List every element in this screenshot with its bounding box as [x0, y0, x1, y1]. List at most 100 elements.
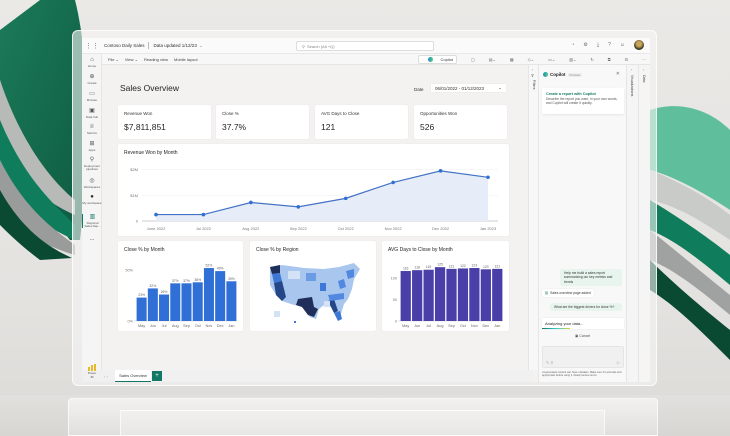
- analyzing-status: Analyzing your data...: [542, 318, 624, 329]
- svg-text:Jun: Jun: [414, 324, 420, 328]
- export-icon[interactable]: ▧⌄: [569, 57, 577, 62]
- date-range-slicer[interactable]: 06/01/2022 - 01/12/2023 ⌄: [430, 83, 507, 93]
- help-icon[interactable]: ?: [608, 42, 611, 48]
- kpi-card-opportunities[interactable]: Opportunities Won 526: [414, 105, 507, 139]
- svg-text:49%: 49%: [217, 267, 224, 271]
- close-by-month-card[interactable]: Close % by Month 0% 50% 23% May 32% Jun 26% Jul…: [118, 241, 243, 331]
- attach-icon[interactable]: ✎ ⚲: [546, 360, 554, 365]
- comment-icon[interactable]: ▢: [471, 57, 475, 62]
- chevron-left-icon: ‹: [532, 67, 534, 72]
- svg-text:Oct: Oct: [195, 324, 202, 328]
- search-input[interactable]: ⚲ Search (Alt +Q): [296, 41, 434, 51]
- svg-text:Dec 2022: Dec 2022: [432, 226, 450, 231]
- nav-workspaces[interactable]: ◎ Workspaces: [82, 178, 102, 189]
- nav-metrics[interactable]: ♕ Metrics: [82, 124, 102, 135]
- svg-text:Nov: Nov: [471, 324, 478, 328]
- download-icon[interactable]: ⤓: [596, 42, 600, 48]
- svg-text:50: 50: [393, 298, 397, 302]
- close-icon[interactable]: ✕: [615, 71, 620, 77]
- chart-title: AVG Days to Close by Month: [388, 247, 453, 253]
- nav-more[interactable]: ...: [82, 236, 102, 243]
- svg-text:Nov: Nov: [206, 324, 213, 328]
- bell-icon[interactable]: ◔: [571, 42, 575, 48]
- nav-data-hub[interactable]: ▣ Data hub: [82, 108, 102, 119]
- powerbi-icon: [86, 364, 98, 371]
- more-icon[interactable]: ···: [642, 57, 646, 62]
- svg-text:125: 125: [437, 263, 443, 267]
- nav-apps[interactable]: ⊞ Apps: [82, 141, 102, 152]
- nav-regional-sales[interactable]: ▥ Regional Sales Rep...: [82, 214, 102, 229]
- tab-scroll-arrows[interactable]: ‹ ›: [104, 373, 108, 379]
- chart-title: Revenue Won by Month: [124, 150, 178, 156]
- data-pane-collapsed[interactable]: ‹ Data: [638, 65, 650, 382]
- powerbi-logo[interactable]: Power BI: [86, 364, 98, 379]
- avg-days-card[interactable]: AVG Days to Close by Month 0 50 100 116 May 1…: [382, 241, 509, 331]
- ribbon-file[interactable]: File ⌄: [108, 56, 119, 62]
- kpi-card-close[interactable]: Close % 37.7%: [216, 105, 309, 139]
- nav-my-workspace[interactable]: ● My workspace: [82, 194, 102, 205]
- chart-title: Close % by Region: [256, 247, 299, 253]
- svg-text:Aug: Aug: [172, 324, 179, 328]
- filters-pane-collapsed[interactable]: ‹ ⊽ Filters: [528, 65, 538, 370]
- nav-label: My workspace: [82, 200, 102, 205]
- table-icon[interactable]: ▦: [509, 57, 514, 62]
- close-bar-chart[interactable]: 0% 50% 23% May 32% Jun 26% Jul 37% Aug 37% Sep 38% Oc…: [118, 253, 243, 331]
- nav-deployment[interactable]: ⚲ Deployment pipelines: [82, 157, 102, 171]
- cancel-button[interactable]: ▣ Cancel: [575, 334, 590, 338]
- nav-label: Deployment pipelines: [83, 163, 100, 171]
- us-region-map[interactable]: [264, 259, 364, 325]
- duplicate-icon[interactable]: ⧉: [607, 57, 611, 62]
- tab-sales-overview[interactable]: Sales Overview: [115, 370, 151, 382]
- kpi-value: 121: [321, 122, 336, 132]
- data-updated[interactable]: Data updated 1/12/23: [153, 43, 197, 48]
- ribbon-view[interactable]: View ⌄: [124, 56, 138, 62]
- chat-icon[interactable]: ▭⌄: [548, 57, 556, 62]
- svg-text:Oct: Oct: [460, 324, 467, 328]
- ribbon-mobile-layout[interactable]: Mobile layout: [174, 56, 198, 62]
- revenue-area-chart[interactable]: 0 $1M $2M June 2022 Jul 2022 Aug 2022 Sep 2022…: [118, 159, 509, 236]
- close-by-region-card[interactable]: Close % by Region: [250, 241, 376, 331]
- ribbon-reading-view[interactable]: Reading view: [143, 56, 168, 62]
- chevron-down-icon[interactable]: ⌄: [198, 42, 203, 48]
- gear-icon[interactable]: ⚙: [583, 42, 588, 48]
- avatar[interactable]: [634, 40, 644, 50]
- folder-icon: ▭: [89, 91, 95, 97]
- send-icon[interactable]: ▷: [616, 360, 620, 365]
- screen: ⋮⋮ Contoso Daily Sales Data updated 1/12…: [82, 38, 650, 382]
- share-icon[interactable]: ◇⌄: [527, 57, 535, 62]
- report-canvas: Sales Overview Date 06/01/2022 - 01/12/2…: [110, 74, 510, 332]
- user-message: What are the biggest drivers for close %…: [550, 303, 622, 312]
- copilot-intro-card: Create a report with Copilot Describe th…: [542, 88, 624, 114]
- nav-home[interactable]: ⌂ Home: [82, 57, 102, 68]
- app-launcher-icon[interactable]: ⋮⋮: [85, 42, 99, 50]
- bookmark-icon[interactable]: ⊟: [624, 57, 628, 62]
- feedback-icon[interactable]: ☺: [619, 42, 625, 48]
- svg-text:Aug: Aug: [437, 324, 444, 328]
- svg-text:May: May: [138, 324, 145, 328]
- kpi-label: Close %: [222, 111, 239, 116]
- nav-browse[interactable]: ▭ Browse: [82, 91, 102, 102]
- svg-text:26%: 26%: [161, 290, 168, 294]
- workspaces-icon: ◎: [89, 178, 95, 184]
- svg-text:32%: 32%: [149, 284, 156, 288]
- nav-label: Metrics: [87, 130, 97, 135]
- svg-text:Jun: Jun: [150, 324, 156, 328]
- refresh-icon[interactable]: ↻: [590, 57, 594, 62]
- svg-text:0: 0: [395, 320, 397, 324]
- kpi-card-revenue[interactable]: Revenue Won $7,811,851: [118, 105, 211, 139]
- view-icon[interactable]: ▤⌄: [488, 57, 496, 62]
- ribbon: File ⌄ View ⌄ Reading view Mobile layout…: [102, 54, 650, 65]
- visualizations-pane-collapsed[interactable]: ‹ Visualizations: [626, 65, 638, 382]
- svg-text:0: 0: [136, 219, 139, 224]
- revenue-chart-card[interactable]: Revenue Won by Month 0 $1M $2M June 2022 Jul…: [118, 144, 509, 236]
- copilot-button[interactable]: Copilot: [417, 55, 457, 64]
- add-page-button[interactable]: +: [152, 371, 162, 381]
- kpi-card-avg-days[interactable]: AVG Days to Close 121: [315, 105, 408, 139]
- svg-text:June 2022: June 2022: [147, 226, 166, 231]
- nav-create[interactable]: ⊕ Create: [82, 74, 102, 85]
- intro-body: Describe the report you want, in your ow…: [546, 97, 618, 106]
- stop-icon: ▣: [575, 334, 579, 338]
- copilot-input[interactable]: ✎ ⚲ ▷: [542, 346, 624, 368]
- svg-text:0%: 0%: [128, 320, 134, 324]
- avg-days-bar-chart[interactable]: 0 50 100 116 May 118 Jun 119 Jul 125 Aug 121 Sep 122 O…: [382, 253, 509, 331]
